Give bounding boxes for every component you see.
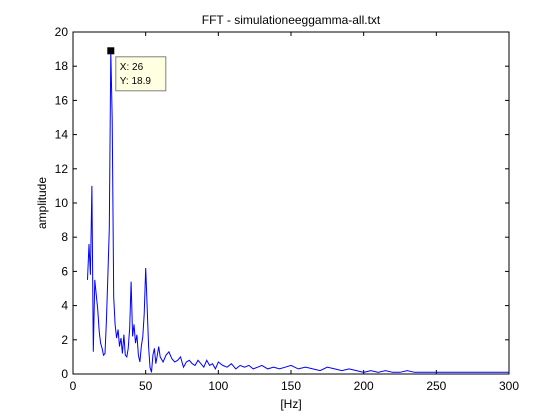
- y-tick-label: 14: [55, 128, 69, 142]
- y-tick-label: 16: [55, 93, 69, 107]
- y-tick-label: 8: [61, 230, 68, 244]
- y-tick-label: 0: [61, 367, 68, 381]
- y-tick-label: 20: [55, 25, 69, 39]
- data-tip-y-text: Y: 18.9: [120, 76, 152, 87]
- x-tick-label: 50: [139, 379, 153, 393]
- x-tick-label: 150: [281, 379, 301, 393]
- y-tick-label: 18: [55, 59, 69, 73]
- y-tick-label: 10: [55, 196, 69, 210]
- x-axis-label: [Hz]: [280, 397, 301, 411]
- y-tick-label: 2: [61, 333, 68, 347]
- y-tick-label: 6: [61, 264, 68, 278]
- x-tick-label: 0: [70, 379, 77, 393]
- x-tick-label: 200: [354, 379, 374, 393]
- data-tip-marker[interactable]: [107, 47, 114, 54]
- x-tick-label: 100: [208, 379, 228, 393]
- x-tick-label: 300: [499, 379, 519, 393]
- y-tick-label: 4: [61, 299, 68, 313]
- data-tip-x-text: X: 26: [120, 62, 144, 73]
- chart-title: FFT - simulationeeggamma-all.txt: [202, 13, 381, 27]
- x-tick-label: 250: [426, 379, 446, 393]
- y-tick-label: 12: [55, 162, 69, 176]
- y-axis-label: amplitude: [35, 177, 49, 229]
